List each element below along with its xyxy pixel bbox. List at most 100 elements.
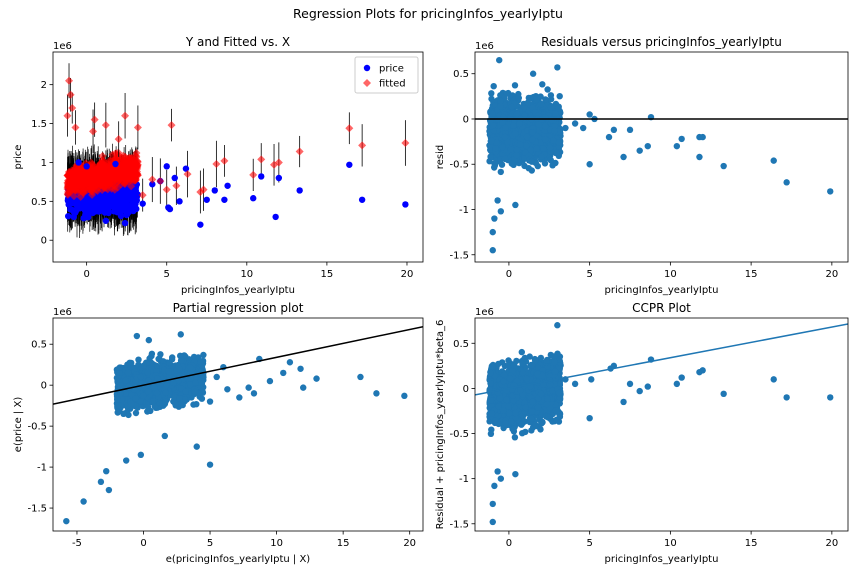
scatter-point xyxy=(491,164,498,171)
scatter-point xyxy=(586,161,593,168)
y-multiplier-label: 1e6 xyxy=(475,41,494,52)
price-point xyxy=(346,161,353,168)
fitted-point xyxy=(114,135,123,144)
fitted-point xyxy=(121,111,130,120)
fitted-point xyxy=(172,181,181,190)
subplot-3: Partial regression plot e(pricingInfos_ye… xyxy=(13,301,424,565)
price-point xyxy=(112,160,119,168)
fitted-point xyxy=(124,163,133,172)
scatter-point xyxy=(527,146,535,154)
scatter-point xyxy=(571,120,579,127)
price-point xyxy=(83,195,90,202)
fitted-point xyxy=(133,123,142,132)
y-tick-label: 0.5 xyxy=(31,197,47,208)
scatter-point xyxy=(504,138,511,146)
price-point xyxy=(104,206,112,213)
scatter-point xyxy=(555,139,563,146)
scatter-point xyxy=(493,139,500,146)
scatter-point xyxy=(699,133,706,141)
price-point xyxy=(163,163,170,170)
scatter-point xyxy=(510,122,517,129)
price-point xyxy=(101,201,108,208)
x-axis-label: pricingInfos_yearlyIptu xyxy=(181,285,295,296)
scatter-point xyxy=(636,147,643,154)
fitted-point xyxy=(122,172,131,181)
fitted-point xyxy=(76,169,85,178)
price-point xyxy=(197,221,204,228)
fitted-point xyxy=(99,183,108,192)
axes-frame xyxy=(52,51,424,263)
scatter-point xyxy=(114,409,121,416)
scatter-point xyxy=(550,137,557,144)
y-tick-label: 0.5 xyxy=(453,69,469,80)
scatter-point xyxy=(542,122,549,130)
plot-area xyxy=(63,63,410,238)
price-point xyxy=(166,205,174,213)
x-tick-label: 0 xyxy=(83,269,89,280)
legend-frame xyxy=(354,56,419,94)
fitted-point xyxy=(183,170,192,179)
scatter-point xyxy=(489,110,496,117)
y-tick-label: 1 xyxy=(41,158,47,169)
price-point xyxy=(67,206,74,213)
figure-suptitle: Regression Plots for pricingInfos_yearly… xyxy=(293,6,563,21)
price-point xyxy=(272,213,279,221)
scatter-point xyxy=(200,351,207,359)
price-point xyxy=(131,188,139,195)
scatter-point xyxy=(497,208,505,215)
scatter-point xyxy=(696,153,703,161)
price-point xyxy=(149,181,156,188)
scatter-point xyxy=(720,162,727,170)
price-point xyxy=(90,205,98,212)
scatter-point xyxy=(516,141,524,148)
price-point xyxy=(109,195,117,203)
y-multiplier-label: 1e6 xyxy=(53,41,72,52)
scatter-point xyxy=(538,153,545,160)
price-point xyxy=(124,207,132,214)
subplot-title: Residuals versus pricingInfos_yearlyIptu xyxy=(541,35,782,49)
scatter-point xyxy=(151,403,159,410)
scatter-point xyxy=(148,350,156,357)
y-multiplier-label: 1e6 xyxy=(53,307,72,318)
scatter-point xyxy=(535,121,543,128)
fitted-point xyxy=(345,124,354,133)
fitted-point xyxy=(129,172,138,181)
scatter-point xyxy=(539,81,546,88)
scatter-point xyxy=(513,146,521,153)
legend-marker-fitted xyxy=(363,79,371,87)
x-tick-label: 10 xyxy=(664,269,677,280)
scatter-point xyxy=(556,93,563,100)
scatter-point xyxy=(529,104,536,111)
scatter-point xyxy=(178,357,185,364)
scatter-point xyxy=(499,119,506,126)
scatter-point xyxy=(529,129,536,136)
price-point xyxy=(74,202,81,209)
scatter-point xyxy=(523,142,530,149)
fitted-point xyxy=(65,179,74,188)
price-point xyxy=(75,159,82,166)
scatter-point xyxy=(528,158,535,165)
x-tick-label: 15 xyxy=(745,269,758,280)
fitted-point xyxy=(66,90,75,99)
scatter-point xyxy=(610,126,618,134)
scatter-point xyxy=(494,197,501,204)
scatter-point xyxy=(537,139,544,146)
scatter-point xyxy=(497,168,504,176)
scatter-point xyxy=(488,137,495,145)
fitted-point xyxy=(401,139,410,147)
scatter-point xyxy=(542,136,549,143)
scatter-point xyxy=(525,165,532,172)
x-axis-label: e(pricingInfos_yearlyIptu | X) xyxy=(166,554,311,565)
x-tick-label: 5 xyxy=(586,269,592,280)
scatter-point xyxy=(554,64,561,71)
fitted-point xyxy=(257,155,266,164)
axes-frame xyxy=(474,51,849,263)
price-point xyxy=(171,174,178,182)
subplot-title: Y and Fitted vs. X xyxy=(185,35,290,49)
y-tick-label: 1.5 xyxy=(31,119,47,130)
scatter-point xyxy=(626,126,634,134)
scatter-point xyxy=(491,215,498,222)
scatter-point xyxy=(562,124,569,132)
subplot-title: Partial regression plot xyxy=(173,301,304,315)
scatter-point xyxy=(537,101,545,108)
